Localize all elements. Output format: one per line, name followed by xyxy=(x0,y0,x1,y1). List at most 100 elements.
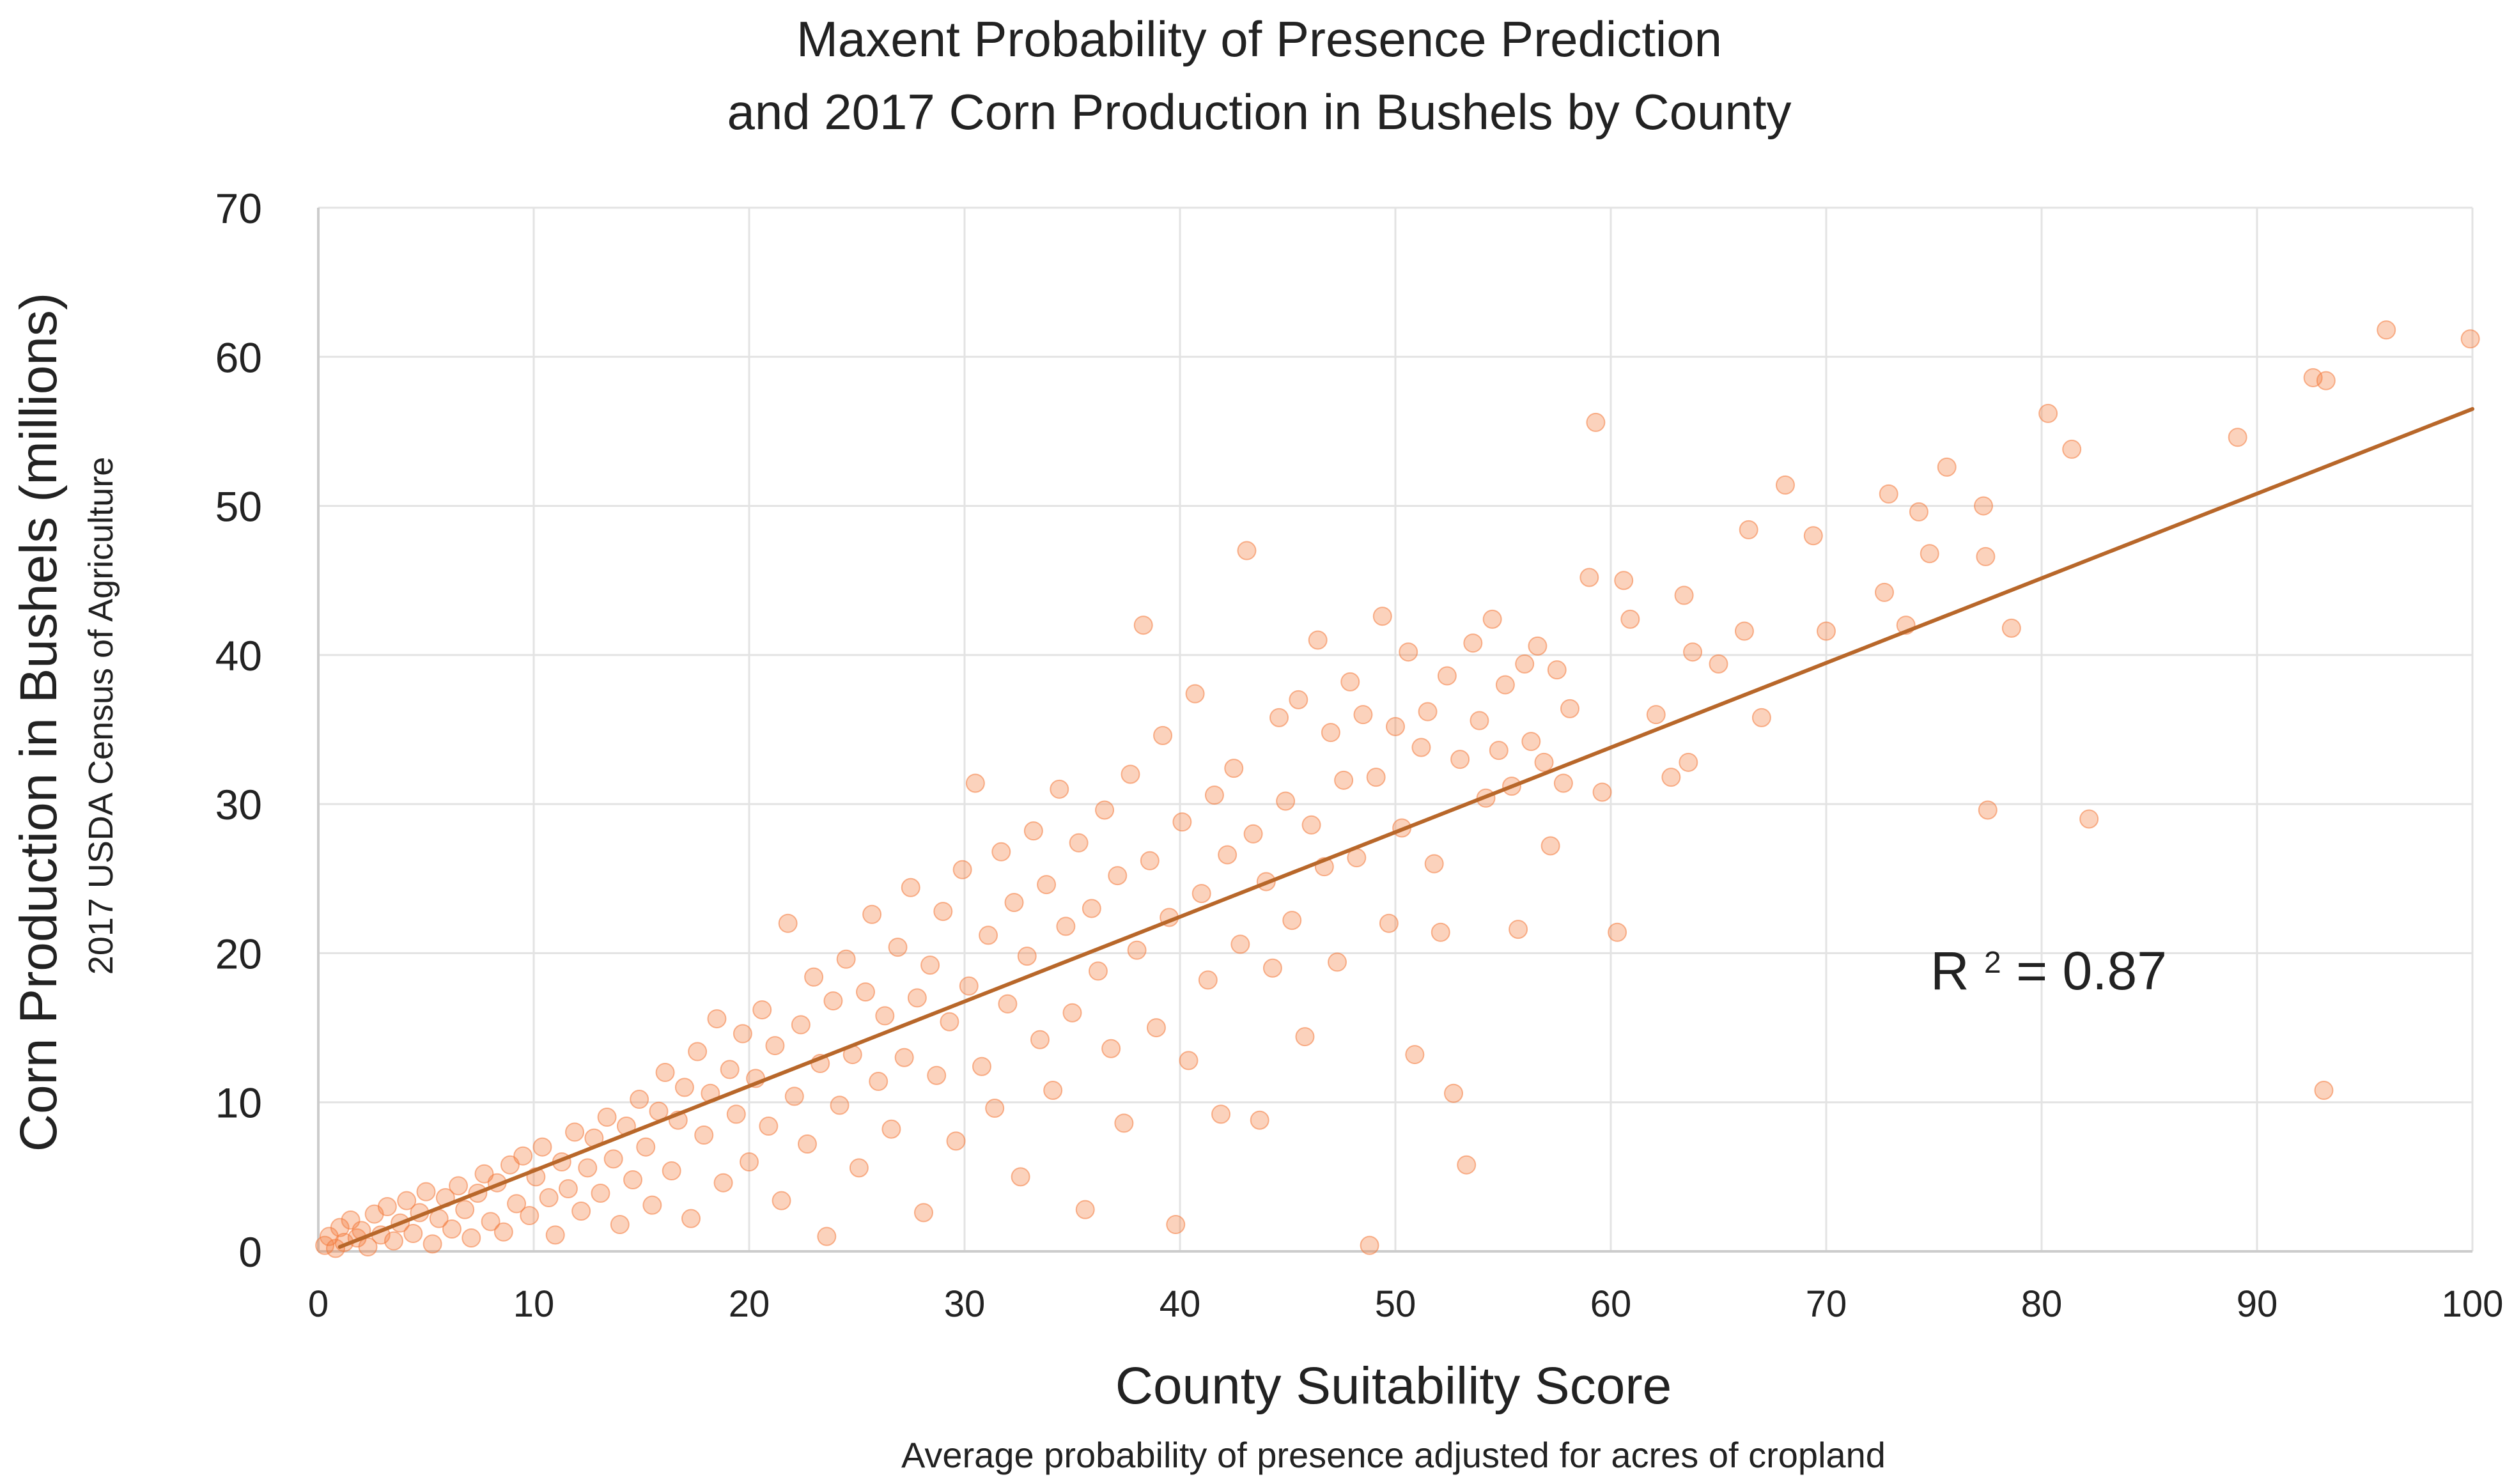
scatter-point-149 xyxy=(1269,707,1289,727)
scatter-point-120 xyxy=(1082,899,1101,918)
scatter-point-47 xyxy=(610,1215,630,1235)
scatter-point-173 xyxy=(1424,854,1444,874)
x-tick-label-9: 90 xyxy=(2237,1283,2278,1325)
scatter-point-162 xyxy=(1353,705,1373,725)
scatter-point-110 xyxy=(1017,947,1037,966)
y-tick-label-2: 20 xyxy=(215,930,262,977)
x-tick-label-4: 40 xyxy=(1160,1283,1201,1325)
chart-title-line-2: and 2017 Corn Production in Bushels by C… xyxy=(727,84,1791,140)
scatter-point-0 xyxy=(315,1235,335,1255)
scatter-point-137 xyxy=(1191,884,1211,904)
scatter-point-37 xyxy=(545,1225,565,1245)
x-axis-label: County Suitability Score xyxy=(1115,1357,1672,1415)
y-tick-label-7: 70 xyxy=(215,185,262,232)
scatter-point-148 xyxy=(1262,958,1282,978)
scatter-point-63 xyxy=(713,1173,733,1193)
scatter-point-164 xyxy=(1366,768,1386,787)
scatter-point-layer xyxy=(315,320,2480,1258)
scatter-point-214 xyxy=(1879,484,1898,504)
scatter-point-77 xyxy=(804,967,824,987)
scatter-point-206 xyxy=(1709,654,1728,674)
trendline xyxy=(338,406,2474,1249)
scatter-point-211 xyxy=(1803,526,1823,546)
scatter-point-172 xyxy=(1418,702,1438,722)
scatter-point-98 xyxy=(940,1012,959,1032)
scatter-point-116 xyxy=(1056,916,1076,936)
scatter-point-169 xyxy=(1399,642,1418,662)
scatter-point-93 xyxy=(907,988,927,1008)
scatter-point-111 xyxy=(1023,821,1043,841)
scatter-point-186 xyxy=(1509,920,1528,939)
scatter-point-112 xyxy=(1030,1030,1050,1049)
scatter-point-222 xyxy=(2001,618,2021,638)
scatter-point-97 xyxy=(933,902,953,922)
scatter-point-208 xyxy=(1739,520,1758,539)
scatter-point-49 xyxy=(623,1170,643,1190)
scatter-point-199 xyxy=(1614,571,1634,591)
scatter-point-187 xyxy=(1515,654,1535,674)
scatter-point-231 xyxy=(2460,329,2480,349)
scatter-point-189 xyxy=(1528,636,1548,656)
scatter-point-114 xyxy=(1043,1081,1063,1101)
scatter-point-133 xyxy=(1166,1215,1186,1235)
scatter-point-166 xyxy=(1379,913,1399,933)
scatter-point-66 xyxy=(733,1024,752,1044)
scatter-point-174 xyxy=(1431,922,1450,942)
scatter-point-86 xyxy=(862,904,882,924)
scatter-point-99 xyxy=(946,1131,966,1151)
scatter-point-104 xyxy=(979,925,998,945)
scatter-point-75 xyxy=(791,1015,811,1035)
scatter-point-92 xyxy=(901,877,920,897)
scatter-point-62 xyxy=(707,1009,727,1029)
scatter-point-155 xyxy=(1308,630,1328,650)
scatter-point-73 xyxy=(778,913,798,933)
scatter-point-23 xyxy=(455,1200,475,1219)
scatter-point-153 xyxy=(1295,1027,1315,1047)
scatter-point-195 xyxy=(1579,568,1599,587)
scatter-point-109 xyxy=(1011,1167,1030,1187)
x-tick-label-10: 100 xyxy=(2442,1283,2504,1325)
scatter-point-44 xyxy=(591,1184,610,1203)
scatter-point-87 xyxy=(869,1072,888,1092)
scatter-point-108 xyxy=(1004,893,1024,913)
scatter-point-140 xyxy=(1211,1104,1231,1124)
scatter-point-144 xyxy=(1237,541,1257,560)
scatter-point-216 xyxy=(1909,502,1928,522)
scatter-point-57 xyxy=(674,1078,694,1097)
x-tick-label-1: 10 xyxy=(513,1283,555,1325)
x-tick-label-7: 70 xyxy=(1806,1283,1847,1325)
scatter-point-221 xyxy=(1978,800,1998,820)
scatter-point-27 xyxy=(481,1212,500,1232)
scatter-point-24 xyxy=(462,1228,481,1248)
scatter-point-197 xyxy=(1592,782,1612,802)
scatter-point-91 xyxy=(894,1047,914,1067)
scatter-point-54 xyxy=(655,1063,675,1083)
scatter-point-157 xyxy=(1321,723,1340,743)
scatter-point-107 xyxy=(998,994,1018,1014)
scatter-point-22 xyxy=(449,1176,469,1196)
scatter-point-167 xyxy=(1386,716,1405,736)
scatter-point-102 xyxy=(965,773,985,793)
scatter-point-42 xyxy=(578,1158,598,1178)
scatter-point-21 xyxy=(442,1219,462,1239)
scatter-point-51 xyxy=(636,1137,656,1157)
scatter-point-17 xyxy=(416,1182,436,1202)
grid-layer xyxy=(317,206,2474,1253)
scatter-point-170 xyxy=(1405,1045,1425,1065)
scatter-point-94 xyxy=(913,1203,933,1223)
scatter-point-29 xyxy=(493,1222,513,1242)
scatter-point-150 xyxy=(1276,791,1296,811)
scatter-point-218 xyxy=(1937,457,1957,477)
scatter-point-82 xyxy=(836,949,856,969)
scatter-point-115 xyxy=(1050,779,1069,799)
scatter-point-127 xyxy=(1127,940,1147,960)
scatter-point-202 xyxy=(1661,768,1681,787)
scatter-point-95 xyxy=(920,955,940,975)
scatter-point-230 xyxy=(2377,320,2396,340)
scatter-point-117 xyxy=(1062,1003,1082,1023)
scatter-point-226 xyxy=(2228,428,2247,447)
scatter-point-85 xyxy=(855,982,875,1002)
scatter-point-192 xyxy=(1547,660,1567,680)
r-squared-annotation: R 2 = 0.87 xyxy=(1930,941,2167,1001)
